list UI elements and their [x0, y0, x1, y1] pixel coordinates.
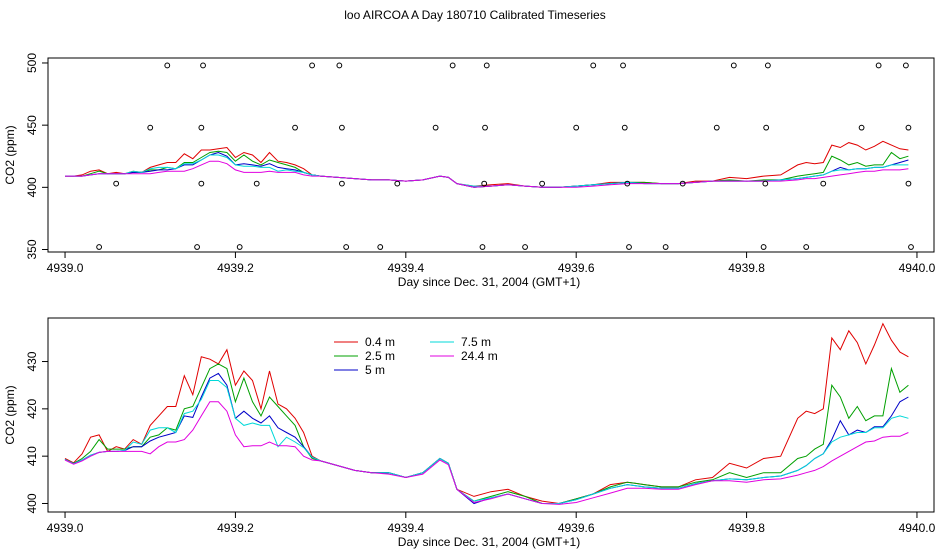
data-point — [164, 62, 171, 69]
data-point — [113, 180, 120, 187]
x-tick-label: 4940.0 — [899, 521, 936, 535]
data-point — [820, 180, 827, 187]
data-point — [679, 180, 686, 187]
y-tick-label: 400 — [25, 493, 39, 513]
data-point — [336, 62, 343, 69]
data-point — [624, 180, 631, 187]
series-line-5 — [65, 160, 909, 188]
data-point — [482, 124, 488, 131]
x-axis-top: 4939.0 4939.2 4939.4 4939.6 4939.8 4940.0 — [47, 252, 936, 275]
y-tick-label: 430 — [25, 351, 39, 371]
y-tick-label: 450 — [25, 115, 39, 135]
x-axis-label-top: Day since Dec. 31, 2004 (GMT+1) — [398, 275, 580, 289]
x-axis-bottom: 4939.0 4939.2 4939.4 4939.6 4939.8 4940.0 — [47, 512, 936, 535]
data-point — [905, 180, 912, 187]
y-axis-bottom: 400 410 420 430 — [25, 351, 48, 513]
data-point — [590, 62, 597, 69]
data-point — [343, 244, 350, 250]
x-tick-label: 4939.8 — [728, 261, 765, 275]
series-line-1 — [65, 140, 909, 188]
data-point — [198, 180, 205, 187]
data-point — [905, 124, 912, 131]
points-group-top — [96, 62, 914, 250]
x-tick-label: 4939.0 — [47, 261, 84, 275]
series-line-5 — [64, 401, 909, 505]
data-point — [662, 244, 669, 250]
x-tick-label: 4939.0 — [47, 521, 84, 535]
data-point — [253, 180, 260, 187]
x-axis-label-bottom: Day since Dec. 31, 2004 (GMT+1) — [398, 535, 580, 549]
data-point — [763, 124, 770, 131]
data-point — [481, 180, 488, 187]
plot-frame-top — [47, 57, 935, 253]
y-axis-label-bottom: CO2 (ppm) — [3, 385, 17, 444]
data-point — [449, 62, 456, 69]
data-point — [479, 244, 486, 250]
legend-label: 2.5 m — [365, 349, 395, 363]
x-tick-label: 4939.2 — [217, 261, 254, 275]
data-point — [764, 62, 771, 69]
x-tick-label: 4939.4 — [387, 261, 424, 275]
data-point — [621, 124, 628, 131]
x-tick-label: 4939.2 — [217, 521, 254, 535]
data-point — [803, 244, 810, 250]
series-group-bottom — [64, 322, 909, 505]
x-tick-label: 4940.0 — [899, 261, 936, 275]
data-point — [626, 244, 632, 250]
data-point — [762, 180, 769, 187]
y-tick-label: 400 — [25, 177, 39, 197]
data-point — [377, 244, 384, 250]
data-point — [236, 244, 243, 250]
legend-label: 24.4 m — [461, 349, 498, 363]
legend-label: 0.4 m — [365, 335, 395, 349]
data-point — [908, 244, 914, 250]
plot-frame-bottom — [47, 317, 935, 513]
data-point — [194, 244, 200, 250]
legend-label: 7.5 m — [461, 335, 491, 349]
data-point — [573, 124, 580, 131]
y-tick-label: 350 — [25, 239, 39, 259]
data-point — [339, 180, 345, 187]
y-tick-label: 410 — [25, 446, 39, 466]
data-point — [147, 124, 154, 131]
legend: 0.4 m2.5 m5 m 7.5 m24.4 m — [334, 335, 498, 377]
data-point — [858, 124, 865, 131]
x-tick-label: 4939.6 — [558, 261, 595, 275]
y-axis-top: 350 400 450 500 — [25, 53, 48, 260]
x-tick-label: 4939.4 — [387, 521, 424, 535]
legend-label: 5 m — [365, 363, 385, 377]
data-point — [432, 124, 439, 131]
data-point — [730, 62, 737, 69]
data-point — [875, 62, 882, 69]
x-tick-label: 4939.6 — [558, 521, 595, 535]
y-axis-label-top: CO2 (ppm) — [3, 125, 17, 184]
series-group-top — [65, 140, 909, 188]
series-line-2 — [64, 363, 909, 504]
data-point — [522, 244, 528, 250]
data-point — [713, 124, 720, 131]
data-point — [620, 62, 626, 69]
y-tick-label: 500 — [25, 53, 39, 73]
chart-title: loo AIRCOA A Day 180710 Calibrated Times… — [344, 8, 605, 22]
data-point — [902, 62, 909, 69]
data-point — [760, 244, 767, 250]
data-point — [339, 124, 345, 131]
data-point — [200, 62, 206, 69]
data-point — [292, 124, 298, 131]
x-tick-label: 4939.8 — [728, 521, 765, 535]
data-point — [309, 62, 315, 69]
data-point — [539, 180, 546, 187]
data-point — [394, 180, 401, 187]
series-line-4 — [64, 380, 909, 504]
data-point — [96, 244, 103, 250]
y-tick-label: 420 — [25, 399, 39, 419]
data-point — [483, 62, 490, 69]
data-point — [198, 124, 205, 131]
